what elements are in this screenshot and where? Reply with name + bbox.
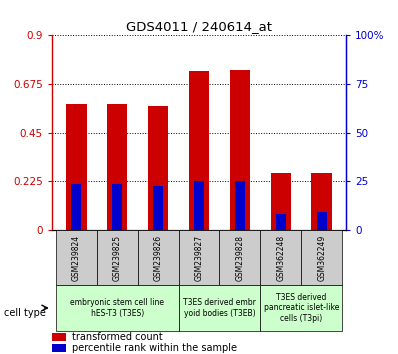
Text: percentile rank within the sample: percentile rank within the sample (72, 343, 237, 353)
Bar (52, 333, 66, 341)
Text: embryonic stem cell line
hES-T3 (T3ES): embryonic stem cell line hES-T3 (T3ES) (70, 298, 164, 318)
Text: transformed count: transformed count (72, 332, 163, 342)
Title: GDS4011 / 240614_at: GDS4011 / 240614_at (126, 20, 272, 33)
Bar (52, 344, 66, 352)
Text: GSM362248: GSM362248 (276, 234, 285, 281)
Text: GSM239825: GSM239825 (113, 234, 122, 281)
Bar (312, 173, 332, 230)
Bar (179, 285, 260, 331)
Bar (316, 212, 327, 230)
Bar (153, 186, 163, 230)
Bar (179, 230, 219, 285)
Text: T3ES derived embr
yoid bodies (T3EB): T3ES derived embr yoid bodies (T3EB) (183, 298, 256, 318)
Bar (235, 181, 245, 230)
Bar (301, 230, 342, 285)
Bar (107, 103, 127, 230)
Bar (56, 285, 179, 331)
Bar (112, 184, 122, 230)
Bar (271, 173, 291, 230)
Bar (219, 230, 260, 285)
Text: GSM239828: GSM239828 (235, 235, 244, 280)
Text: GSM239824: GSM239824 (72, 234, 81, 281)
Bar (260, 285, 342, 331)
Bar (230, 70, 250, 230)
Text: T3ES derived
pancreatic islet-like
cells (T3pi): T3ES derived pancreatic islet-like cells… (263, 293, 339, 323)
Text: GSM239826: GSM239826 (154, 234, 163, 281)
Bar (56, 230, 97, 285)
Bar (189, 71, 209, 230)
Text: GSM362249: GSM362249 (317, 234, 326, 281)
Bar (71, 184, 82, 230)
Bar (260, 230, 301, 285)
Text: cell type: cell type (4, 308, 46, 318)
Bar (148, 106, 168, 230)
Bar (97, 230, 138, 285)
Text: GSM239827: GSM239827 (195, 234, 203, 281)
Bar (138, 230, 179, 285)
Bar (276, 214, 286, 230)
Bar (194, 181, 204, 230)
Bar (66, 103, 86, 230)
